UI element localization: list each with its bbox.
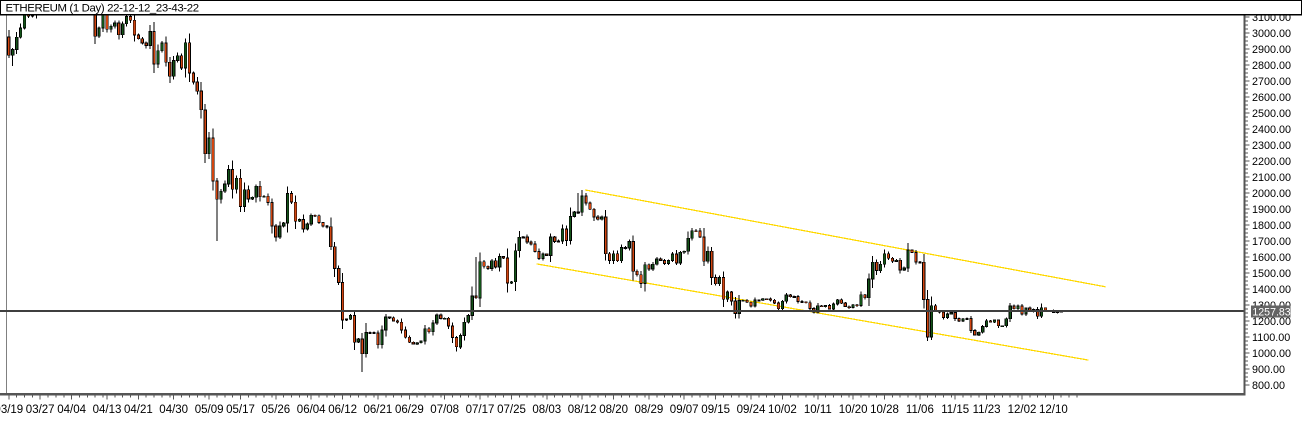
- svg-text:05/26: 05/26: [261, 404, 290, 416]
- svg-text:06/21: 06/21: [364, 404, 393, 416]
- svg-text:900.00: 900.00: [1252, 364, 1285, 376]
- svg-text:03/27: 03/27: [26, 404, 55, 416]
- svg-text:1200.00: 1200.00: [1252, 316, 1291, 328]
- svg-text:08/29: 08/29: [635, 404, 664, 416]
- svg-text:07/17: 07/17: [466, 404, 495, 416]
- svg-text:1600.00: 1600.00: [1252, 252, 1291, 264]
- svg-text:2100.00: 2100.00: [1252, 172, 1291, 184]
- svg-text:12/02: 12/02: [1008, 404, 1037, 416]
- svg-text:ETHEREUM (1 Day) 22-12-12_23-4: ETHEREUM (1 Day) 22-12-12_23-43-22: [6, 3, 199, 15]
- svg-text:06/04: 06/04: [297, 404, 326, 416]
- svg-text:1000.00: 1000.00: [1252, 348, 1291, 360]
- svg-text:2400.00: 2400.00: [1252, 124, 1291, 136]
- svg-text:06/12: 06/12: [328, 404, 357, 416]
- svg-text:04/13: 04/13: [93, 404, 122, 416]
- svg-text:11/06: 11/06: [906, 404, 934, 416]
- svg-text:11/15: 11/15: [941, 404, 969, 416]
- svg-text:04/21: 04/21: [124, 404, 153, 416]
- svg-text:1800.00: 1800.00: [1252, 220, 1291, 232]
- svg-text:2300.00: 2300.00: [1252, 140, 1291, 152]
- svg-text:1700.00: 1700.00: [1252, 236, 1291, 248]
- svg-text:10/11: 10/11: [804, 404, 832, 416]
- svg-text:03/19: 03/19: [0, 404, 23, 416]
- svg-text:2200.00: 2200.00: [1252, 156, 1291, 168]
- svg-text:1400.00: 1400.00: [1252, 284, 1291, 296]
- svg-text:2900.00: 2900.00: [1252, 44, 1291, 56]
- svg-text:09/15: 09/15: [701, 404, 730, 416]
- svg-text:3000.00: 3000.00: [1252, 28, 1291, 40]
- svg-text:05/09: 05/09: [195, 404, 224, 416]
- svg-text:07/25: 07/25: [497, 404, 526, 416]
- svg-text:08/20: 08/20: [599, 404, 628, 416]
- svg-text:2000.00: 2000.00: [1252, 188, 1291, 200]
- svg-text:2500.00: 2500.00: [1252, 108, 1291, 120]
- svg-text:08/12: 08/12: [568, 404, 597, 416]
- svg-text:1900.00: 1900.00: [1252, 204, 1291, 216]
- svg-text:09/07: 09/07: [670, 404, 699, 416]
- svg-text:2800.00: 2800.00: [1252, 60, 1291, 72]
- svg-text:10/02: 10/02: [768, 404, 797, 416]
- svg-text:1257.83: 1257.83: [1252, 307, 1290, 319]
- svg-text:1500.00: 1500.00: [1252, 268, 1291, 280]
- svg-text:10/28: 10/28: [870, 404, 899, 416]
- svg-text:08/03: 08/03: [532, 404, 561, 416]
- svg-text:05/17: 05/17: [226, 404, 255, 416]
- svg-text:800.00: 800.00: [1252, 380, 1285, 392]
- svg-text:1100.00: 1100.00: [1252, 332, 1290, 344]
- svg-text:07/08: 07/08: [430, 404, 459, 416]
- svg-text:2700.00: 2700.00: [1252, 76, 1291, 88]
- svg-text:10/20: 10/20: [839, 404, 868, 416]
- svg-text:06/29: 06/29: [395, 404, 424, 416]
- svg-text:04/04: 04/04: [57, 404, 86, 416]
- svg-text:09/24: 09/24: [737, 404, 766, 416]
- svg-text:2600.00: 2600.00: [1252, 92, 1291, 104]
- svg-text:12/10: 12/10: [1039, 404, 1068, 416]
- svg-text:04/30: 04/30: [159, 404, 188, 416]
- svg-text:11/23: 11/23: [973, 404, 1001, 416]
